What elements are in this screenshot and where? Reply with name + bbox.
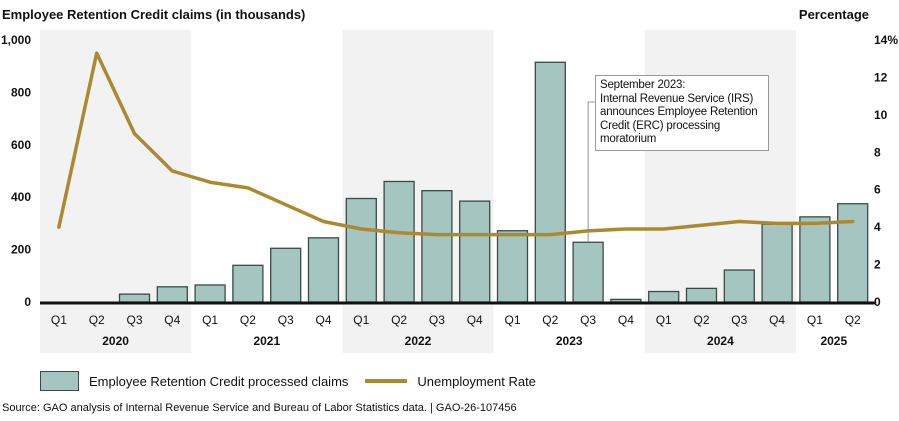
legend-line-label: Unemployment Rate xyxy=(417,373,536,389)
y-tick-label: 1,000 xyxy=(1,33,31,47)
x-tick-label: Q3 xyxy=(429,313,445,327)
x-tick-label: Q4 xyxy=(164,313,180,327)
year-label: 2021 xyxy=(253,334,280,348)
bar xyxy=(496,230,529,303)
x-tick-label: Q4 xyxy=(467,313,483,327)
year-band xyxy=(40,30,192,353)
x-tick-label: Q1 xyxy=(504,313,520,327)
bar xyxy=(648,290,680,303)
bar xyxy=(156,286,188,303)
year-label: 2022 xyxy=(405,334,432,348)
bar xyxy=(761,223,793,303)
x-tick-label: Q1 xyxy=(353,313,369,327)
x-tick-label: Q1 xyxy=(51,313,67,327)
moratorium-annotation: September 2023: Internal Revenue Service… xyxy=(595,75,769,151)
x-tick-label: Q2 xyxy=(240,313,256,327)
year-label: 2024 xyxy=(707,334,734,348)
y2-tick-label: 6 xyxy=(874,183,881,197)
y-tick-label: 0 xyxy=(24,295,31,309)
x-tick-label: Q2 xyxy=(845,313,861,327)
year-label: 2025 xyxy=(820,334,847,348)
legend-line-swatch xyxy=(365,379,408,383)
bar xyxy=(307,237,340,303)
year-label: 2023 xyxy=(556,334,583,348)
bar xyxy=(723,269,755,303)
annotation-line: announces Employee Retention xyxy=(600,106,758,118)
bar xyxy=(837,203,869,303)
bar xyxy=(799,216,831,303)
annotation-line: Internal Revenue Service (IRS) xyxy=(600,92,754,105)
bar xyxy=(459,200,491,303)
bar xyxy=(232,264,264,303)
legend: Employee Retention Credit processed clai… xyxy=(40,371,536,391)
x-tick-label: Q4 xyxy=(769,313,785,327)
x-tick-label: Q3 xyxy=(580,313,596,327)
x-tick-label: Q3 xyxy=(278,313,294,327)
y-tick-label: 800 xyxy=(11,85,31,99)
bar xyxy=(270,247,302,303)
bar xyxy=(534,61,566,303)
x-tick-label: Q2 xyxy=(89,313,105,327)
y2-tick-label: 8 xyxy=(874,145,881,159)
x-tick-label: Q2 xyxy=(693,313,709,327)
bar xyxy=(685,287,718,303)
y2-tick-label: 14% xyxy=(874,33,898,47)
legend-bar-label: Employee Retention Credit processed clai… xyxy=(89,373,349,389)
y-tick-label: 600 xyxy=(11,138,31,152)
y2-tick-label: 2 xyxy=(874,258,881,272)
bar xyxy=(118,293,151,303)
unemployment-line xyxy=(57,51,855,237)
x-tick-label: Q4 xyxy=(618,313,634,327)
annotation-leader xyxy=(587,101,595,243)
bar xyxy=(572,241,604,303)
y2-tick-label: 4 xyxy=(874,220,881,234)
x-tick-label: Q2 xyxy=(542,313,558,327)
bar xyxy=(383,180,415,303)
annotation-line: Credit (ERC) processing moratorium xyxy=(600,119,721,146)
y-tick-label: 400 xyxy=(11,190,31,204)
x-tick-label: Q4 xyxy=(315,313,331,327)
right-axis-title: Percentage xyxy=(798,7,869,22)
year-band xyxy=(342,30,494,353)
y2-tick-label: 0 xyxy=(874,295,881,309)
annotation-line: September 2023: xyxy=(600,79,686,91)
year-label: 2020 xyxy=(102,334,129,348)
x-tick-label: Q1 xyxy=(202,313,218,327)
y2-tick-label: 10 xyxy=(874,108,888,122)
bar xyxy=(345,197,377,303)
legend-bar-swatch xyxy=(40,371,79,391)
x-tick-label: Q3 xyxy=(126,313,142,327)
x-tick-label: Q3 xyxy=(731,313,747,327)
source-note: Source: GAO analysis of Internal Revenue… xyxy=(2,402,517,414)
y2-tick-label: 12 xyxy=(874,70,888,84)
x-tick-label: Q1 xyxy=(656,313,672,327)
chart-title: Employee Retention Credit claims (in tho… xyxy=(2,7,306,22)
x-tick-label: Q1 xyxy=(807,313,823,327)
y-tick-label: 200 xyxy=(11,243,31,257)
bar xyxy=(194,284,226,303)
x-tick-label: Q2 xyxy=(391,313,407,327)
bar xyxy=(421,189,453,303)
